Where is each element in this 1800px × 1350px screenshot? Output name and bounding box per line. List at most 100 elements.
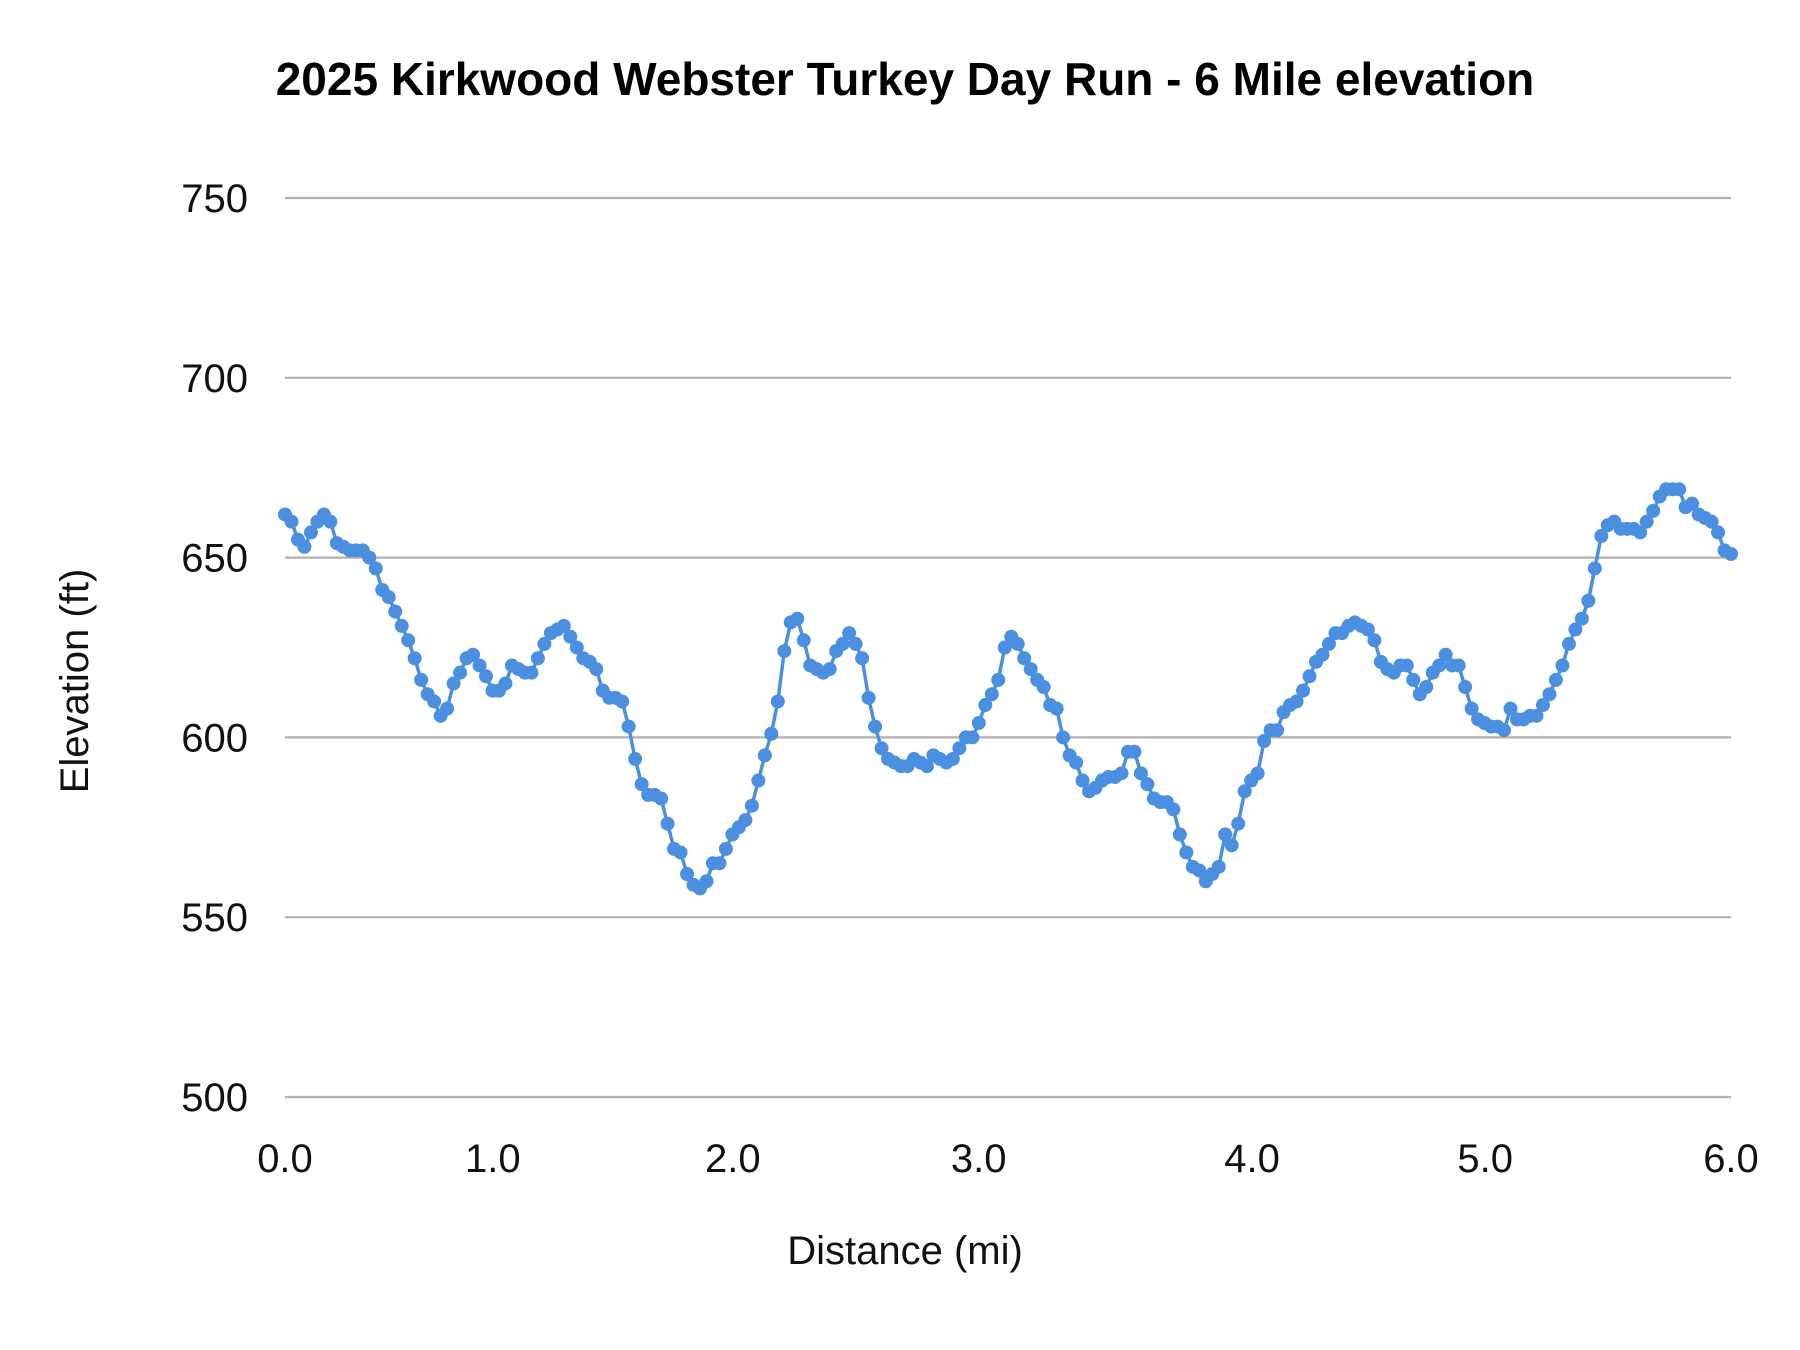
data-point [1451,658,1466,673]
data-point [1458,680,1473,695]
x-axis-title: Distance (mi) [787,1229,1023,1273]
data-point [744,798,759,813]
data-point [556,618,571,633]
data-point [1711,525,1726,540]
data-point [1315,647,1330,662]
data-point [628,751,643,766]
data-point [680,867,695,882]
data-point [919,759,934,774]
data-point [1114,766,1129,781]
data-point [1237,784,1252,799]
x-tick-label: 2.0 [705,1137,761,1181]
data-point [297,539,312,554]
data-point [978,698,993,713]
data-point [1503,701,1518,716]
data-point [537,636,552,651]
data-point [712,856,727,871]
data-point [842,626,857,641]
elevation-series [278,482,1738,896]
data-point [984,687,999,702]
data-point [971,716,986,731]
data-point [1561,636,1576,651]
y-tick-label: 550 [181,896,248,940]
data-point [868,719,883,734]
data-point [952,741,967,756]
y-axis-ticks: 500 550 600 650 700 750 [181,177,248,1120]
data-point [1192,863,1207,878]
data-point [822,662,837,677]
x-tick-label: 1.0 [465,1137,521,1181]
data-point [660,816,675,831]
data-point [394,618,409,633]
y-tick-label: 750 [181,177,248,221]
x-tick-label: 5.0 [1457,1137,1513,1181]
data-point [1639,514,1654,529]
y-axis-title: Elevation (ft) [53,569,97,794]
data-point [1633,525,1648,540]
y-tick-label: 700 [181,357,248,401]
data-point [751,773,766,788]
data-point [790,611,805,626]
data-point [362,550,377,565]
data-point [1432,658,1447,673]
data-point [446,676,461,691]
x-tick-label: 0.0 [257,1137,313,1181]
data-point [1017,651,1032,666]
data-point [1367,633,1382,648]
data-point [284,514,299,529]
data-point [945,751,960,766]
data-point [440,701,455,716]
data-point [1399,658,1414,673]
data-point [1548,672,1563,687]
data-point [414,672,429,687]
data-point [1581,593,1596,608]
data-point [1289,694,1304,709]
data-point [472,658,487,673]
x-axis-ticks: 0.0 1.0 2.0 3.0 4.0 5.0 6.0 [257,1137,1759,1181]
data-point [1218,827,1233,842]
data-point [466,647,481,662]
data-point [368,561,383,576]
data-point [530,651,545,666]
x-tick-label: 3.0 [951,1137,1007,1181]
data-point [1497,723,1512,738]
data-point [874,741,889,756]
y-tick-label: 500 [181,1076,248,1120]
data-point [569,640,584,655]
data-point [1257,733,1272,748]
data-point [770,694,785,709]
data-point [524,665,539,680]
data-point [1224,838,1239,853]
data-point [1574,611,1589,626]
data-point [1535,698,1550,713]
y-tick-label: 600 [181,716,248,760]
data-point [621,719,636,734]
y-tick-label: 650 [181,537,248,581]
data-point [381,590,396,605]
data-point [427,694,442,709]
data-point [835,636,850,651]
data-point [1360,622,1375,637]
data-point [1166,802,1181,817]
data-point [1672,482,1687,497]
data-point [1140,777,1155,792]
data-point [1075,773,1090,788]
data-point [1231,816,1246,831]
data-point [1555,658,1570,673]
data-point [777,644,792,659]
data-point [303,525,318,540]
data-point [1321,636,1336,651]
data-point [1172,827,1187,842]
data-point [615,694,630,709]
data-point [1049,701,1064,716]
data-point [479,669,494,684]
data-point [848,636,863,651]
data-point [1127,744,1142,759]
data-point [699,874,714,889]
data-point [1302,669,1317,684]
data-point [673,845,688,860]
data-point [654,791,669,806]
data-point [991,672,1006,687]
x-tick-label: 4.0 [1224,1137,1280,1181]
